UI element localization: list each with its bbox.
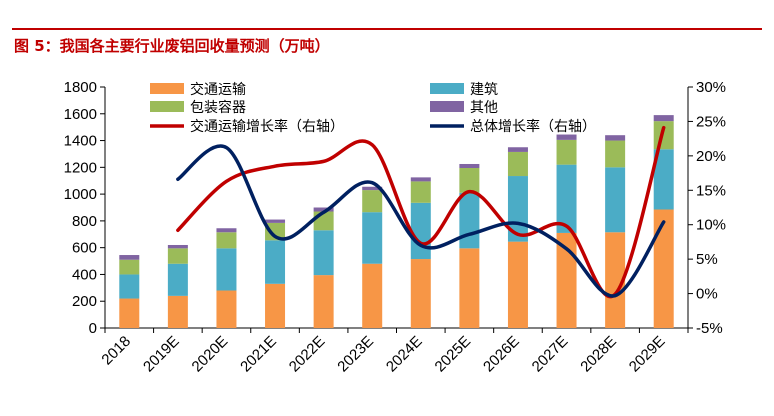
legend-label-transport_growth: 交通运输增长率（右轴） [190, 118, 344, 135]
legend-label-other: 其他 [470, 100, 498, 116]
bar-construction [605, 167, 626, 233]
bar-packaging [459, 168, 480, 193]
x-tick-label: 2019E [140, 333, 183, 376]
bar-other [362, 186, 383, 191]
x-tick-label: 2028E [577, 333, 620, 376]
bar-packaging [362, 190, 383, 213]
y-right-tick-label: 15% [696, 182, 726, 199]
bar-packaging [216, 232, 237, 249]
x-tick-label: 2022E [286, 333, 329, 376]
y-left-tick-label: 1400 [64, 133, 97, 150]
legend-swatch-construction [430, 83, 464, 94]
x-tick-label: 2029E [626, 333, 669, 376]
bar-construction [556, 164, 577, 233]
legend-swatch-packaging [150, 101, 184, 112]
y-right-tick-label: 20% [696, 148, 726, 165]
legend-label-transport: 交通运输 [190, 81, 246, 98]
y-right-tick-label: 30% [696, 79, 726, 96]
x-tick-label: 2021E [237, 333, 280, 376]
x-tick-label: 2026E [480, 333, 523, 376]
figure-title: 图 5：我国各主要行业废铝回收量预测（万吨） [14, 37, 330, 55]
x-tick-label: 2027E [529, 333, 572, 376]
bar-packaging [119, 259, 140, 275]
bar-construction [119, 274, 140, 299]
y-right-tick-label: 0% [696, 286, 718, 303]
y-left-tick-label: 200 [72, 293, 97, 310]
bar-packaging [653, 121, 674, 150]
bar-other [410, 177, 431, 182]
y-right-tick-label: 25% [696, 113, 726, 130]
bar-construction [167, 263, 188, 296]
bar-transport [216, 290, 237, 328]
bar-construction [313, 230, 334, 276]
legend-swatch-transport [150, 83, 184, 94]
bar-transport [507, 241, 528, 328]
bar-transport [459, 248, 480, 328]
y-left-tick-label: 800 [72, 213, 97, 230]
bar-other [556, 134, 577, 140]
y-left-tick-label: 1800 [64, 79, 97, 96]
x-tick-label: 2024E [383, 333, 426, 376]
bar-other [605, 135, 626, 141]
x-tick-label: 2020E [189, 333, 232, 376]
bar-other [216, 228, 237, 233]
bar-transport [653, 209, 674, 328]
bar-other [459, 163, 480, 169]
bar-packaging [556, 139, 577, 165]
legend-label-total_growth: 总体增长率（右轴） [470, 118, 596, 135]
bar-construction [410, 202, 431, 260]
bar-transport [410, 259, 431, 328]
line-total_growth [176, 144, 666, 298]
x-tick-label: 2018 [98, 333, 134, 369]
y-left-tick-label: 1200 [64, 159, 97, 176]
y-left-tick-label: 600 [72, 240, 97, 257]
y-left-tick-label: 400 [72, 266, 97, 283]
legend-label-packaging: 包装容器 [190, 99, 246, 116]
bar-other [119, 255, 140, 260]
y-left-tick-label: 0 [89, 320, 97, 337]
bar-other [653, 115, 674, 122]
bar-other [167, 244, 188, 249]
bar-transport [313, 275, 334, 328]
bar-transport [556, 232, 577, 328]
bar-construction [265, 240, 286, 284]
y-right-tick-label: -5% [696, 320, 723, 337]
bar-packaging [410, 181, 431, 203]
legend-swatch-other [430, 101, 464, 112]
bar-transport [265, 283, 286, 328]
y-left-tick-label: 1600 [64, 106, 97, 123]
bar-transport [167, 295, 188, 328]
bar-packaging [265, 222, 286, 241]
x-tick-label: 2023E [334, 333, 377, 376]
y-right-tick-label: 10% [696, 217, 726, 234]
x-tick-label: 2025E [432, 333, 475, 376]
bar-transport [605, 232, 626, 328]
bar-packaging [605, 140, 626, 168]
bar-transport [119, 298, 140, 328]
bar-packaging [167, 248, 188, 264]
bar-construction [216, 248, 237, 291]
bar-other [507, 147, 528, 152]
bar-other [313, 207, 334, 212]
bar-construction [362, 212, 383, 264]
y-right-tick-label: 5% [696, 251, 718, 268]
bar-transport [362, 263, 383, 328]
bar-other [265, 219, 286, 223]
title-rule [12, 28, 762, 30]
y-left-tick-label: 1000 [64, 186, 97, 203]
bar-construction [459, 192, 480, 249]
bar-construction [653, 149, 674, 210]
bar-packaging [507, 151, 528, 177]
legend-label-construction: 建筑 [470, 82, 498, 98]
